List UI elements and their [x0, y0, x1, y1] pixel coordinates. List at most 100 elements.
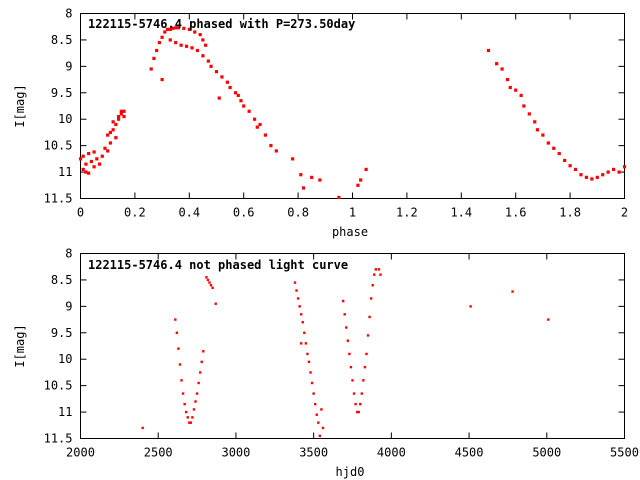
- data-point: [354, 402, 357, 406]
- data-point: [374, 268, 378, 271]
- data-point: [301, 321, 304, 324]
- y-tick-label: 9.5: [51, 86, 73, 100]
- data-point: [81, 154, 85, 158]
- data-point: [307, 360, 311, 364]
- axis-ticks: 2000 2500 3000 3500 4000 4500 5000 5500 8 8.5 9 9.5…: [44, 247, 639, 460]
- data-point: [160, 35, 164, 39]
- data-point: [193, 30, 197, 34]
- data-point: [368, 315, 371, 319]
- data-point: [541, 133, 545, 137]
- data-points: [141, 268, 550, 438]
- data-point: [152, 56, 156, 61]
- y-tick-label: 11: [58, 165, 72, 179]
- data-point: [92, 165, 96, 169]
- data-point: [242, 104, 246, 108]
- data-point: [263, 133, 268, 137]
- plot-frame: [80, 13, 625, 199]
- data-point: [546, 141, 550, 145]
- data-point: [116, 114, 121, 119]
- data-point: [535, 128, 540, 132]
- data-point: [204, 43, 208, 47]
- x-axis-label: hjd0: [336, 465, 365, 479]
- data-point: [174, 318, 177, 321]
- data-point: [369, 297, 373, 300]
- data-point: [184, 410, 188, 414]
- data-point: [495, 62, 499, 66]
- data-point: [303, 331, 306, 334]
- data-point: [584, 175, 589, 179]
- data-point: [373, 273, 376, 276]
- data-point: [348, 352, 351, 356]
- y-tick-label: 8.5: [51, 273, 73, 287]
- data-point: [293, 281, 297, 284]
- data-point: [356, 183, 360, 187]
- data-point: [359, 178, 363, 182]
- data-point: [195, 48, 200, 53]
- data-point: [573, 167, 578, 172]
- data-point: [111, 120, 115, 124]
- data-point: [165, 27, 170, 31]
- data-point: [192, 408, 196, 411]
- y-tick-label: 8: [65, 7, 72, 21]
- data-point: [206, 59, 210, 63]
- data-point: [217, 96, 221, 100]
- data-point: [187, 27, 191, 31]
- x-tick-label: 2: [621, 206, 628, 220]
- data-point: [119, 109, 123, 113]
- data-point: [220, 75, 224, 79]
- data-point: [176, 26, 181, 30]
- data-point: [352, 392, 356, 395]
- axis-ticks: 0 0.2 0.4 0.6 0.8 1 1.2 1.4 1.6 1.8 2 8 8.5 9 9.5 10 10.…: [44, 7, 629, 220]
- data-point: [149, 67, 153, 71]
- x-tick-label: 1.8: [559, 206, 581, 220]
- data-point: [89, 159, 93, 164]
- data-point: [108, 141, 113, 145]
- x-tick-label: 0.4: [178, 206, 200, 220]
- data-point: [155, 48, 159, 53]
- data-point: [298, 305, 301, 308]
- data-point: [522, 104, 526, 108]
- data-point: [304, 342, 308, 345]
- data-point: [343, 313, 346, 316]
- data-point: [175, 331, 179, 334]
- data-point: [200, 360, 203, 364]
- data-point: [174, 40, 178, 45]
- data-point: [552, 146, 556, 150]
- y-tick-label: 9: [65, 299, 72, 313]
- x-tick-label: 0.2: [124, 206, 146, 220]
- data-point: [486, 48, 491, 53]
- data-point: [194, 400, 197, 403]
- data-point: [362, 379, 365, 382]
- data-point: [208, 281, 211, 284]
- data-point: [197, 381, 200, 385]
- data-point: [590, 177, 594, 181]
- data-point: [313, 402, 317, 406]
- data-point: [78, 157, 83, 161]
- data-point: [95, 157, 99, 161]
- data-point: [617, 170, 621, 174]
- y-axis-label: I[mag]: [13, 84, 27, 127]
- x-tick-label: 1.2: [396, 206, 418, 220]
- data-point: [557, 151, 561, 156]
- data-point: [295, 289, 298, 292]
- data-point: [255, 125, 259, 129]
- y-tick-label: 8.5: [51, 33, 73, 47]
- data-point: [296, 297, 300, 300]
- data-point: [178, 363, 182, 366]
- y-tick-label: 8: [65, 247, 72, 261]
- data-point: [114, 122, 118, 127]
- data-point: [300, 342, 303, 345]
- data-point: [346, 339, 350, 342]
- data-point: [568, 164, 572, 168]
- data-point: [205, 276, 208, 279]
- y-tick-label: 11.5: [44, 192, 73, 206]
- data-point: [183, 402, 186, 406]
- data-point: [111, 128, 115, 132]
- data-point: [252, 117, 257, 121]
- data-point: [315, 413, 318, 416]
- data-point: [87, 151, 91, 156]
- data-point: [291, 157, 295, 161]
- data-point: [364, 167, 368, 172]
- y-tick-label: 11.5: [44, 432, 73, 446]
